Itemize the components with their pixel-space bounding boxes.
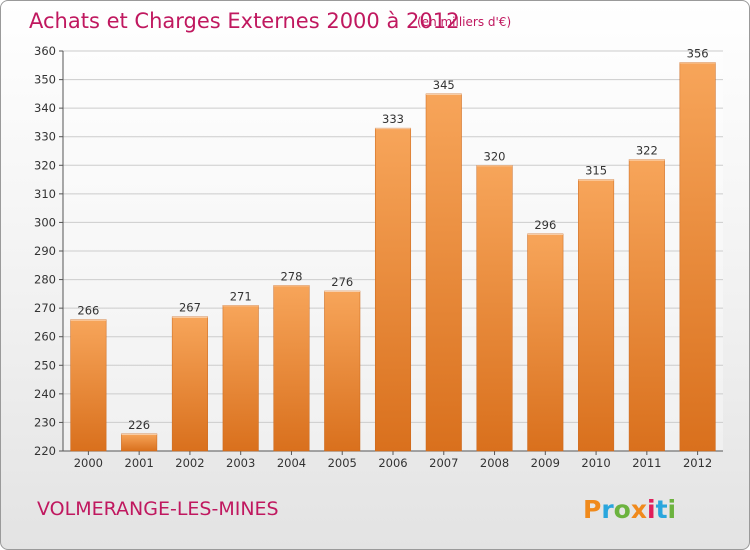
axes: 220 230 240 250 260 270 280 290 300 310 320 330 340 3… <box>34 44 723 470</box>
x-tick-label-2000: 2000 <box>74 456 103 470</box>
y-tick-label: 350 <box>34 73 56 87</box>
y-tick-label: 240 <box>34 387 56 401</box>
y-tick-label: 310 <box>34 187 56 201</box>
logo-letter: t <box>656 495 668 524</box>
x-tick-label-2010: 2010 <box>581 456 610 470</box>
x-tick-label-2004: 2004 <box>277 456 306 470</box>
x-tick-label-2001: 2001 <box>125 456 154 470</box>
x-tick-label-2003: 2003 <box>226 456 255 470</box>
value-label-2004: 278 <box>280 269 302 283</box>
bar-2006 <box>374 127 412 452</box>
y-tick-label: 360 <box>34 44 56 58</box>
logo-letter: i <box>668 495 677 524</box>
bar-2010 <box>578 179 615 452</box>
y-tick-label: 250 <box>34 358 56 372</box>
x-tick-label-2009: 2009 <box>531 456 560 470</box>
bar-2005 <box>324 290 361 452</box>
value-label-2011: 322 <box>636 144 658 158</box>
bar-2012 <box>679 62 716 452</box>
bar-2008 <box>476 165 513 452</box>
value-label-2003: 271 <box>230 289 252 303</box>
x-tick-label-2011: 2011 <box>632 456 661 470</box>
chart-unit: (en milliers d'€) <box>417 15 511 29</box>
value-label-2006: 333 <box>382 112 404 126</box>
x-tick-label-2007: 2007 <box>429 456 458 470</box>
bar-2007 <box>425 93 462 452</box>
logo-letter: i <box>647 495 656 524</box>
value-label-2007: 345 <box>433 78 455 92</box>
value-label-2012: 356 <box>687 46 709 60</box>
logo-letter: x <box>631 495 647 524</box>
value-label-2010: 315 <box>585 164 607 178</box>
y-tick-label: 290 <box>34 244 56 258</box>
proxiti-logo: Proxiti <box>583 495 676 524</box>
bar-2001 <box>121 433 158 452</box>
y-tick-label: 280 <box>34 273 56 287</box>
y-tick-label: 270 <box>34 301 56 315</box>
bar-2000 <box>70 319 107 452</box>
value-label-2009: 296 <box>534 218 556 232</box>
x-tick-label-2008: 2008 <box>480 456 509 470</box>
value-label-2005: 276 <box>331 275 353 289</box>
value-label-2008: 320 <box>484 149 506 163</box>
bar-2003 <box>222 305 259 452</box>
y-tick-label: 320 <box>34 158 56 172</box>
y-tick-label: 260 <box>34 330 56 344</box>
y-tick-label: 330 <box>34 130 56 144</box>
bar-2011 <box>628 159 665 452</box>
place-name: VOLMERANGE-LES-MINES <box>37 498 279 520</box>
value-label-2000: 266 <box>77 304 99 318</box>
value-label-2002: 267 <box>179 301 201 315</box>
bar-2004 <box>273 285 310 452</box>
logo-letter: r <box>601 495 614 524</box>
x-tick-label-2006: 2006 <box>378 456 407 470</box>
x-tick-label-2002: 2002 <box>175 456 204 470</box>
value-label-2001: 226 <box>128 418 150 432</box>
bar-2002 <box>171 316 208 452</box>
bar-2009 <box>527 233 564 452</box>
y-tick-label: 230 <box>34 415 56 429</box>
y-tick-label: 340 <box>34 101 56 115</box>
chart-title: Achats et Charges Externes 2000 à 2012 <box>29 9 459 33</box>
y-tick-label: 300 <box>34 215 56 229</box>
bars: 266 226 267 271 278 276 333 345 320 296 315 322 356 <box>70 46 716 452</box>
y-tick-label: 220 <box>34 444 56 458</box>
x-tick-label-2005: 2005 <box>328 456 357 470</box>
logo-letter: P <box>583 495 601 524</box>
logo-letter: o <box>614 495 631 524</box>
x-tick-label-2012: 2012 <box>683 456 712 470</box>
